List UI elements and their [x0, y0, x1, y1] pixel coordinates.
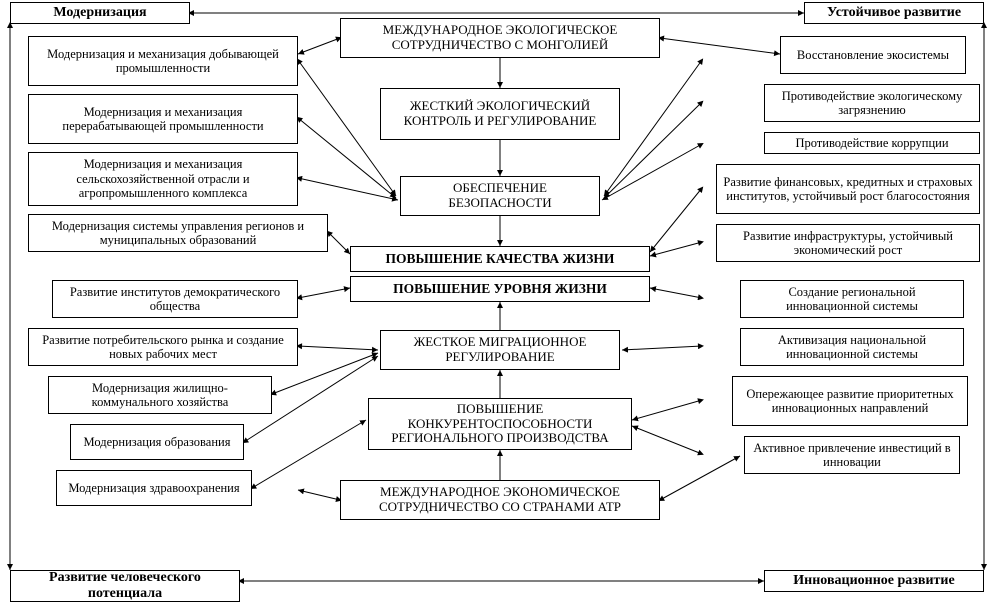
right-box-4: Развитие инфраструктуры, устойчивый экон… — [716, 224, 980, 262]
left-box-6: Модернизация жилищно-коммунального хозяй… — [48, 376, 272, 414]
left-box-1: Модернизация и механизация перерабатываю… — [28, 94, 298, 144]
corner-tr: Устойчивое развитие — [804, 2, 984, 24]
left-box-2: Модернизация и механизация сельскохозяйс… — [28, 152, 298, 206]
center-box-5: ЖЕСТКОЕ МИГРАЦИОННОЕ РЕГУЛИРОВАНИЕ — [380, 330, 620, 370]
center-box-7: МЕЖДУНАРОДНОЕ ЭКОНОМИЧЕСКОЕ СОТРУДНИЧЕСТ… — [340, 480, 660, 520]
center-box-6: ПОВЫШЕНИЕ КОНКУРЕНТОСПОСОБНОСТИ РЕГИОНАЛ… — [368, 398, 632, 450]
center-box-4: ПОВЫШЕНИЕ УРОВНЯ ЖИЗНИ — [350, 276, 650, 302]
center-box-2: ОБЕСПЕЧЕНИЕ БЕЗОПАСНОСТИ — [400, 176, 600, 216]
right-box-2: Противодействие коррупции — [764, 132, 980, 154]
center-box-1: ЖЕСТКИЙ ЭКОЛОГИЧЕСКИЙ КОНТРОЛЬ И РЕГУЛИР… — [380, 88, 620, 140]
left-box-0: Модернизация и механизация добывающей пр… — [28, 36, 298, 86]
left-box-8: Модернизация здравоохранения — [56, 470, 252, 506]
left-box-3: Модернизация системы управления регионов… — [28, 214, 328, 252]
right-box-8: Активное привлечение инвестиций в иннова… — [744, 436, 960, 474]
right-box-5: Создание региональной инновационной сист… — [740, 280, 964, 318]
right-box-6: Активизация национальной инновационной с… — [740, 328, 964, 366]
right-box-3: Развитие финансовых, кредитных и страхов… — [716, 164, 980, 214]
center-box-3: ПОВЫШЕНИЕ КАЧЕСТВА ЖИЗНИ — [350, 246, 650, 272]
corner-tl: Модернизация — [10, 2, 190, 24]
corner-br: Инновационное развитие — [764, 570, 984, 592]
right-box-7: Опережающее развитие приоритетных иннова… — [732, 376, 968, 426]
center-box-0: МЕЖДУНАРОДНОЕ ЭКОЛОГИЧЕСКОЕ СОТРУДНИЧЕСТ… — [340, 18, 660, 58]
left-box-5: Развитие потребительского рынка и создан… — [28, 328, 298, 366]
left-box-4: Развитие институтов демократического общ… — [52, 280, 298, 318]
right-box-0: Восстановление экосистемы — [780, 36, 966, 74]
corner-bl: Развитие человеческого потенциала — [10, 570, 240, 602]
right-box-1: Противодействие экологическому загрязнен… — [764, 84, 980, 122]
left-box-7: Модернизация образования — [70, 424, 244, 460]
